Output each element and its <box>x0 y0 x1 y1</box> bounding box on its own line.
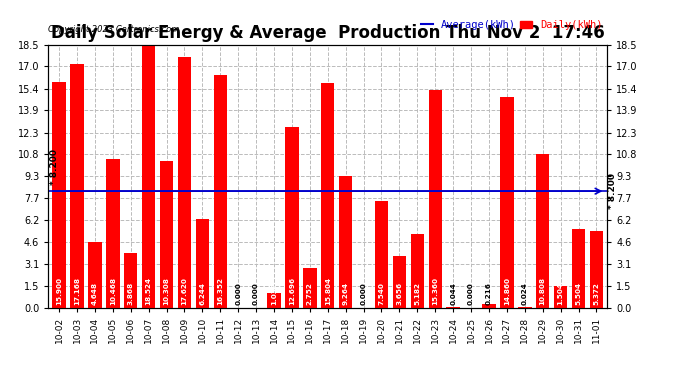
Bar <box>106 159 119 308</box>
Text: 18.524: 18.524 <box>146 278 152 305</box>
Text: 0.000: 0.000 <box>235 283 242 305</box>
Text: 5.504: 5.504 <box>575 282 582 305</box>
Text: 17.168: 17.168 <box>74 278 80 305</box>
Text: 7.540: 7.540 <box>379 282 384 305</box>
Text: 10.808: 10.808 <box>540 278 546 305</box>
Bar <box>393 256 406 308</box>
Text: 10.308: 10.308 <box>164 278 170 305</box>
Bar <box>375 201 388 308</box>
Text: 15.900: 15.900 <box>56 278 62 305</box>
Bar <box>160 161 173 308</box>
Text: 15.804: 15.804 <box>325 278 331 305</box>
Title: Daily Solar Energy & Average  Production Thu Nov 2  17:46: Daily Solar Energy & Average Production … <box>51 24 604 42</box>
Bar <box>178 57 191 308</box>
Text: 9.264: 9.264 <box>343 282 348 305</box>
Text: 2.752: 2.752 <box>307 282 313 305</box>
Bar <box>500 97 513 308</box>
Text: 5.182: 5.182 <box>414 282 420 305</box>
Text: 0.000: 0.000 <box>361 283 366 305</box>
Text: 0.216: 0.216 <box>486 282 492 305</box>
Bar <box>321 83 335 308</box>
Bar <box>142 45 155 308</box>
Bar <box>267 293 281 308</box>
Bar <box>572 230 585 308</box>
Text: 0.000: 0.000 <box>253 283 259 305</box>
Legend: Average(kWh), Daily(kWh): Average(kWh), Daily(kWh) <box>421 20 602 30</box>
Bar <box>70 64 83 308</box>
Bar <box>428 90 442 308</box>
Bar <box>88 242 101 308</box>
Text: 10.468: 10.468 <box>110 278 116 305</box>
Text: 5.372: 5.372 <box>593 282 600 305</box>
Text: 0.000: 0.000 <box>468 283 474 305</box>
Text: * 8.200: * 8.200 <box>50 150 59 186</box>
Text: 16.352: 16.352 <box>217 278 224 305</box>
Text: 4.648: 4.648 <box>92 282 98 305</box>
Bar <box>303 268 317 308</box>
Bar <box>554 286 567 308</box>
Text: 0.044: 0.044 <box>450 283 456 305</box>
Text: 3.868: 3.868 <box>128 282 134 305</box>
Text: * 8.200: * 8.200 <box>609 173 618 209</box>
Text: 12.696: 12.696 <box>289 277 295 305</box>
Bar <box>213 75 227 308</box>
Bar <box>590 231 603 308</box>
Bar <box>446 307 460 308</box>
Bar <box>536 154 549 308</box>
Bar <box>124 253 137 308</box>
Bar <box>196 219 209 308</box>
Text: 3.656: 3.656 <box>396 282 402 305</box>
Bar <box>52 82 66 308</box>
Text: Copyright 2023 Cartronics.com: Copyright 2023 Cartronics.com <box>48 26 179 34</box>
Bar <box>339 176 353 308</box>
Bar <box>482 304 495 307</box>
Bar <box>285 128 299 308</box>
Text: 14.860: 14.860 <box>504 278 510 305</box>
Text: 6.244: 6.244 <box>199 282 206 305</box>
Text: 15.360: 15.360 <box>432 278 438 305</box>
Bar <box>411 234 424 308</box>
Text: 1.504: 1.504 <box>558 282 564 305</box>
Text: 17.620: 17.620 <box>181 278 188 305</box>
Text: 1.032: 1.032 <box>271 283 277 305</box>
Text: 0.024: 0.024 <box>522 283 528 305</box>
